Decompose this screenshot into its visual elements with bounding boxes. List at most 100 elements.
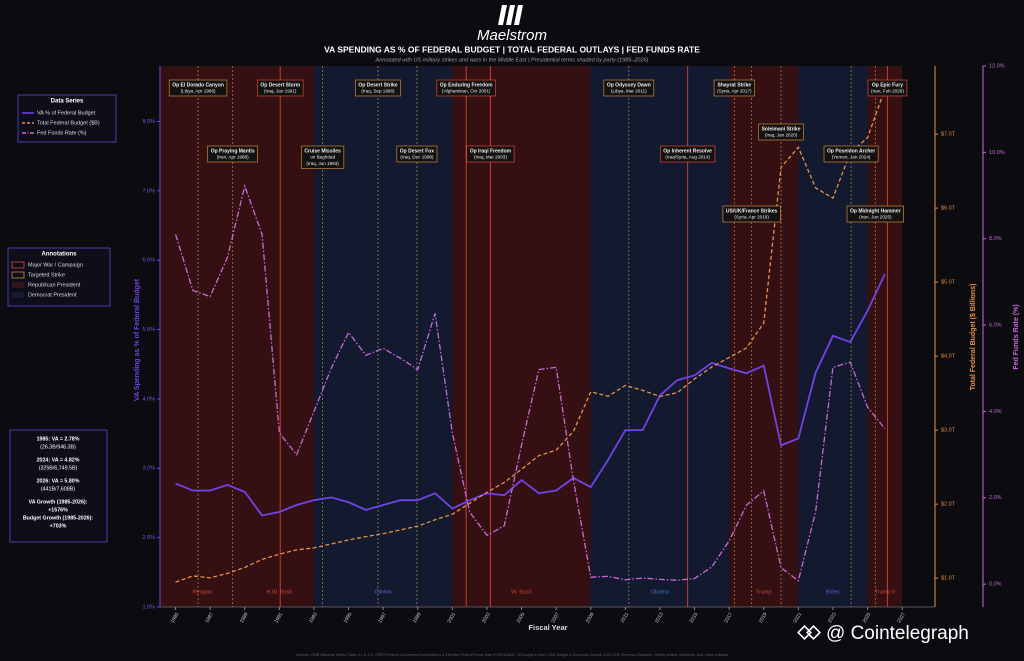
event-box bbox=[168, 79, 228, 97]
event-annotation: Op Inherent Resolve(Iraq/Syria, Aug 2014… bbox=[659, 145, 716, 163]
event-label: Op Enduring Freedom bbox=[440, 82, 493, 88]
event-label: (Libya, Apr 1986) bbox=[181, 89, 216, 94]
annotations-legend-swatch bbox=[11, 261, 25, 269]
event-label: (Syria, Apr 2017) bbox=[717, 89, 752, 94]
event-label: Op Midnight Hammer bbox=[850, 208, 901, 214]
x-tick-label: 2023 bbox=[827, 611, 838, 624]
president-label: Clinton bbox=[375, 589, 392, 595]
y3-axis-label: Fed Funds Rate (%) bbox=[1013, 304, 1020, 369]
annotations-legend: Annotations Major War / Campaign Targeted … bbox=[7, 247, 111, 307]
event-label: Soleimani Strike bbox=[762, 126, 801, 132]
x-tick-label: 2001 bbox=[446, 611, 457, 624]
chart-title: VA SPENDING AS % OF FEDERAL BUDGET | TOT… bbox=[324, 44, 700, 54]
event-annotation: Op Enduring Freedom(Afghanistan, Oct 200… bbox=[436, 79, 496, 97]
y2-tick-label: $2.0T bbox=[941, 502, 956, 508]
y2-tick-label: $4.0T bbox=[941, 354, 956, 360]
event-label: (Iran, Apr 1988) bbox=[217, 155, 249, 160]
event-box bbox=[436, 79, 496, 97]
president-label: Trump II bbox=[875, 589, 896, 595]
y-tick-label: 2.0% bbox=[142, 535, 155, 541]
brand: Maelstrom bbox=[477, 27, 547, 44]
president-label: W. Bush bbox=[511, 589, 531, 595]
event-box bbox=[207, 145, 258, 163]
x-tick-label: 2017 bbox=[723, 611, 734, 624]
stats-line: Budget Growth (1985-2026): bbox=[23, 515, 94, 521]
x-tick-label: 1993 bbox=[308, 611, 319, 624]
x-tick-label: 2021 bbox=[792, 611, 803, 624]
y-tick-label: 5.0% bbox=[142, 327, 155, 333]
stats-line: +1576% bbox=[48, 507, 68, 513]
event-annotation: Shayrat Strike(Syria, Apr 2017) bbox=[713, 79, 755, 97]
event-annotation: Op Iraqi Freedom(Iraq, Mar 2003) bbox=[466, 145, 515, 163]
annotations-legend-label: Democrat President bbox=[28, 292, 77, 298]
legend-label: Total Federal Budget ($B) bbox=[37, 120, 100, 126]
y-tick-label: 7.0% bbox=[142, 188, 155, 194]
legend-label: VA % of Federal Budget bbox=[37, 110, 96, 116]
event-label: (Iraq, Dec 1998) bbox=[400, 155, 434, 160]
x-tick-label: 2019 bbox=[758, 611, 769, 624]
president-label: Biden bbox=[826, 589, 840, 595]
event-annotation: Op Desert Storm(Iraq, Jan 1991) bbox=[257, 79, 304, 97]
legend-label: Fed Funds Rate (%) bbox=[37, 130, 87, 136]
watermark: @ Cointelegraph bbox=[826, 623, 969, 644]
x-tick-label: 1991 bbox=[273, 611, 284, 624]
stats-line: 2026: VA = 5.80% bbox=[37, 478, 80, 484]
x-tick-label: 1995 bbox=[343, 611, 354, 624]
y3-tick-label: 0.0% bbox=[989, 582, 1002, 588]
event-label: (Iraq, Mar 2003) bbox=[474, 155, 507, 160]
event-label: (Iran, Feb 2026) bbox=[871, 89, 904, 94]
y-tick-label: 4.0% bbox=[142, 396, 155, 402]
y3-tick-label: 12.0% bbox=[989, 63, 1005, 69]
annotations-legend-swatch bbox=[12, 292, 24, 298]
event-label: on Baghdad bbox=[310, 155, 335, 160]
event-annotation: Op Epic Fury(Iran, Feb 2026) bbox=[867, 79, 908, 97]
event-label: (Libya, Mar 2011) bbox=[611, 89, 647, 94]
event-box bbox=[722, 205, 781, 223]
event-annotation: Op Midnight Hammer(Iran, Jun 2025) bbox=[846, 205, 904, 223]
event-label: (Iraq, Jun 1993) bbox=[306, 161, 339, 166]
legend-box bbox=[17, 94, 117, 143]
event-label: (Afghanistan, Oct 2001) bbox=[442, 89, 491, 94]
annotations-legend-label: Republican President bbox=[28, 282, 81, 288]
event-label: (Iraq, Jan 2020) bbox=[765, 133, 798, 138]
y2-tick-label: $6.0T bbox=[941, 206, 956, 212]
event-label: (Iraq, Sep 1996) bbox=[361, 89, 395, 94]
event-annotation: Op Desert Fox(Iraq, Dec 1998) bbox=[396, 145, 438, 163]
watermark-icon bbox=[797, 625, 821, 640]
event-label: (Iraq/Syria, Aug 2014) bbox=[665, 155, 710, 160]
event-annotation: Soleimani Strike(Iraq, Jan 2020) bbox=[758, 123, 804, 141]
event-label: (Iran, Jun 2025) bbox=[859, 215, 892, 220]
event-box bbox=[603, 79, 655, 97]
event-box bbox=[659, 145, 716, 163]
stats-line: VA Growth (1985-2026): bbox=[29, 499, 88, 505]
event-annotation: Op Poseidon Archer(Yemen, Jan 2024) bbox=[823, 145, 879, 163]
y3-tick-label: 4.0% bbox=[989, 409, 1002, 415]
x-tick-label: 2011 bbox=[620, 611, 631, 624]
event-box bbox=[713, 79, 755, 97]
event-label: (Syria, Apr 2018) bbox=[734, 215, 769, 220]
y-tick-label: 8.0% bbox=[142, 119, 155, 125]
event-label: Op Desert Strike bbox=[358, 82, 397, 88]
stats-box: 1985: VA = 2.78% (26.3B/946.3B) 2024: VA =… bbox=[9, 429, 108, 543]
x-tick-label: 2027 bbox=[896, 611, 907, 624]
stats-box-frame bbox=[9, 429, 108, 543]
annotations-legend-label: Major War / Campaign bbox=[28, 262, 83, 268]
event-box bbox=[466, 145, 515, 163]
event-label: Cruise Missiles bbox=[304, 148, 341, 154]
x-tick-label: 2025 bbox=[862, 611, 873, 624]
series-line bbox=[174, 183, 886, 582]
event-label: Op Desert Storm bbox=[260, 82, 300, 88]
x-tick-label: 2003 bbox=[481, 611, 492, 624]
x-tick-label: 1997 bbox=[377, 611, 388, 624]
y-axis-label: VA Spending as % of Federal Budget bbox=[134, 278, 141, 401]
event-box bbox=[301, 145, 345, 169]
president-label: Trump bbox=[756, 589, 772, 595]
annotations-legend-swatch bbox=[12, 282, 24, 288]
annotations-legend-label: Targeted Strike bbox=[28, 272, 65, 278]
annotations-legend-box bbox=[7, 247, 111, 307]
stats-line: 1985: VA = 2.78% bbox=[37, 436, 80, 442]
legend-title: Data Series bbox=[51, 99, 84, 105]
